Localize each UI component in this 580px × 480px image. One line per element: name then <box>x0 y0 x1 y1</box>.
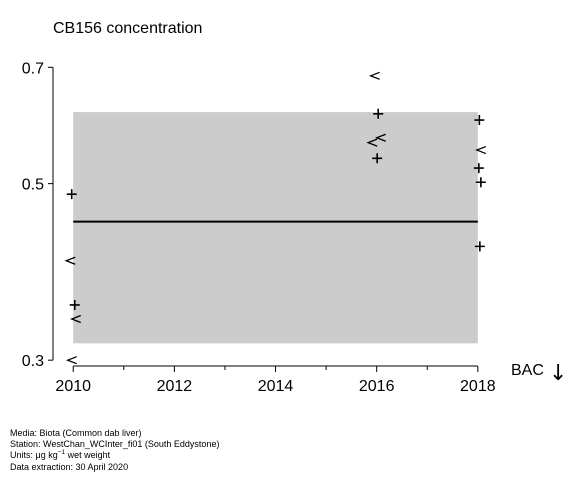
plus-marker <box>66 189 77 200</box>
x-tick-label: 2010 <box>55 378 91 395</box>
x-tick-label: 2014 <box>258 378 294 395</box>
footer-extraction: Data extraction: 30 April 2020 <box>10 462 129 472</box>
assessment-label: BAC <box>511 362 544 379</box>
footer-media: Media: Biota (Common dab liver) <box>10 428 142 438</box>
less-than-marker <box>65 356 77 365</box>
y-axis-ticks: 0.3 0.5 0.7 <box>22 60 53 370</box>
x-tick-label: 2018 <box>460 378 496 395</box>
footer-units-sup: −1 <box>57 449 66 456</box>
x-tick-label: 2016 <box>359 378 395 395</box>
plus-marker <box>474 241 485 252</box>
y-tick-label: 0.3 <box>22 353 44 370</box>
footer-station: Station: WestChan_WCInter_fi01 (South Ed… <box>10 439 220 449</box>
less-than-marker <box>475 145 487 155</box>
y-tick-label: 0.5 <box>22 177 44 194</box>
chart-title: CB156 concentration <box>53 20 202 37</box>
less-than-marker <box>366 138 378 147</box>
plus-marker <box>373 108 384 119</box>
x-axis-ticks: 2010 2012 2014 2016 2018 <box>55 366 496 395</box>
footer-units-suffix: wet weight <box>65 450 111 460</box>
plus-marker <box>69 299 80 310</box>
plus-marker <box>372 153 383 164</box>
y-tick-label: 0.7 <box>22 60 44 77</box>
less-than-marker <box>64 256 76 265</box>
plus-marker <box>474 115 485 126</box>
plus-marker <box>473 163 484 174</box>
less-than-marker <box>368 71 380 80</box>
footer-metadata: Media: Biota (Common dab liver) Station:… <box>10 428 219 473</box>
shaded-band <box>73 112 478 344</box>
data-points <box>64 71 487 365</box>
plus-marker <box>475 177 486 188</box>
less-than-marker <box>374 133 386 142</box>
assessment-arrow: ↓ <box>549 361 567 386</box>
x-tick-label: 2012 <box>157 378 193 395</box>
less-than-marker <box>69 314 81 324</box>
footer-units: Units: μg kg−1 wet weight <box>10 449 219 462</box>
footer-units-prefix: Units: μg kg <box>10 450 58 460</box>
